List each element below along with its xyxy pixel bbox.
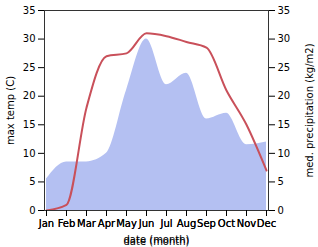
svg-text:Jan: Jan	[38, 218, 54, 229]
svg-text:date (month): date (month)	[124, 236, 190, 247]
svg-text:med. precipitation (kg/m2): med. precipitation (kg/m2)	[304, 43, 315, 177]
svg-text:Dec: Dec	[257, 218, 276, 229]
svg-text:30: 30	[278, 33, 291, 44]
svg-text:Feb: Feb	[58, 218, 76, 229]
svg-text:Jun: Jun	[138, 218, 155, 229]
svg-text:20: 20	[23, 90, 36, 101]
svg-text:25: 25	[23, 62, 36, 73]
svg-text:10: 10	[23, 148, 36, 159]
svg-text:Dec: Dec	[257, 218, 276, 229]
svg-text:Jun: Jun	[138, 218, 155, 229]
svg-text:25: 25	[278, 62, 291, 73]
svg-text:Sep: Sep	[197, 218, 216, 229]
svg-text:Feb: Feb	[58, 218, 76, 229]
svg-text:Mar: Mar	[77, 218, 97, 229]
svg-text:35: 35	[23, 5, 36, 16]
svg-text:0: 0	[278, 205, 284, 216]
svg-text:15: 15	[278, 119, 291, 130]
svg-text:Aug: Aug	[177, 218, 197, 229]
svg-text:30: 30	[23, 33, 36, 44]
svg-text:Jul: Jul	[159, 218, 172, 229]
svg-text:5: 5	[29, 176, 35, 187]
svg-text:Nov: Nov	[237, 218, 257, 229]
svg-text:Mar: Mar	[77, 218, 97, 229]
svg-text:Sep: Sep	[197, 218, 216, 229]
svg-text:May: May	[116, 218, 137, 229]
svg-text:Apr: Apr	[98, 218, 116, 229]
svg-text:20: 20	[278, 90, 291, 101]
svg-text:Nov: Nov	[237, 218, 257, 229]
svg-text:Jul: Jul	[159, 218, 172, 229]
svg-text:May: May	[116, 218, 137, 229]
svg-text:Jan: Jan	[38, 218, 54, 229]
svg-text:Oct: Oct	[218, 218, 235, 229]
svg-text:date (month): date (month)	[124, 234, 190, 245]
svg-text:Apr: Apr	[98, 218, 116, 229]
svg-text:5: 5	[278, 176, 284, 187]
svg-text:Aug: Aug	[177, 218, 197, 229]
svg-text:15: 15	[23, 119, 36, 130]
svg-text:0: 0	[29, 205, 35, 216]
svg-text:max temp (C): max temp (C)	[5, 76, 16, 145]
svg-text:Oct: Oct	[218, 218, 235, 229]
svg-text:35: 35	[278, 5, 291, 16]
svg-text:10: 10	[278, 148, 291, 159]
